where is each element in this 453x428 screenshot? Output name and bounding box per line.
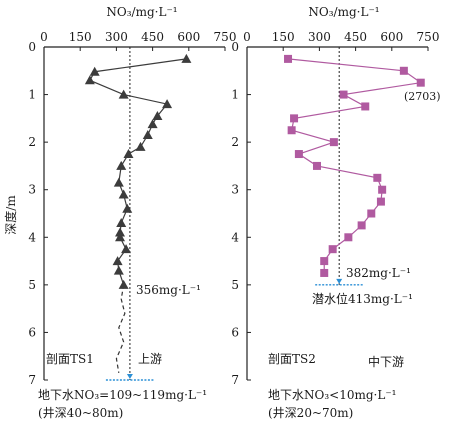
y-tick-label-ts2: 5	[231, 278, 239, 292]
x-axis-title-ts2: NO₃/mg·L⁻¹	[308, 5, 379, 19]
x-tick-label-ts2: 300	[308, 30, 331, 44]
data-point-triangle-ts1	[89, 66, 100, 76]
y-tick-label-ts2: 2	[231, 135, 239, 149]
y-tick-label-ts2: 1	[231, 88, 239, 102]
y-tick-label-ts2: 0	[231, 40, 239, 54]
x-tick-label-ts2: 750	[417, 30, 440, 44]
data-point-square-ts2	[320, 268, 329, 277]
data-point-triangle-ts1	[84, 75, 95, 85]
data-point-triangle-ts1	[122, 203, 133, 213]
data-line-ts2	[287, 58, 423, 273]
data-point-square-ts2	[373, 173, 382, 182]
extrapolated-line-ts1	[115, 284, 126, 373]
x-tick-label-ts1: 300	[105, 30, 128, 44]
y-tick-label-ts1: 3	[28, 183, 36, 197]
location-label-ts2: 中下游	[368, 354, 404, 369]
data-line-ts1	[89, 58, 187, 286]
data-point-square-ts2	[376, 197, 385, 206]
data-point-square-ts2	[367, 209, 376, 218]
reference-label-ts1: 356mg·L⁻¹	[136, 283, 201, 297]
y-tick-label-ts2: 3	[231, 183, 239, 197]
x-tick-label-ts2: 450	[344, 30, 367, 44]
series-ts1	[84, 53, 192, 373]
y-tick-label-ts2: 4	[231, 230, 239, 244]
data-point-square-ts2	[290, 114, 299, 123]
x-tick-label-ts2: 600	[380, 30, 403, 44]
water-table-marker-ts1	[126, 374, 133, 379]
well-depth-note-ts2: (井深20~70m)	[268, 406, 353, 420]
location-label-ts1: 上游	[138, 352, 162, 366]
y-tick-label-ts1: 5	[28, 278, 36, 292]
x-tick-label-ts1: 0	[40, 30, 48, 44]
x-tick-label-ts1: 150	[69, 30, 92, 44]
reference-line-ts2	[315, 47, 364, 286]
y-axis-title: 深度/m	[3, 195, 18, 235]
x-tick-label-ts2: 0	[243, 30, 251, 44]
data-point-square-ts2	[416, 78, 425, 87]
data-point-triangle-ts1	[118, 189, 129, 199]
panel-label-ts2: 剖面TS2	[268, 352, 316, 366]
outlier-label-ts2: (2703)	[404, 90, 441, 103]
water-table-marker-ts2	[336, 278, 343, 284]
data-point-square-ts2	[328, 245, 337, 254]
chart-panel-ts2: NO₃/mg·L⁻¹ 0 150 300 450 600 750 0 1 2 3 4 5 6 7 (270…	[231, 5, 440, 420]
data-point-square-ts2	[294, 150, 303, 159]
x-tick-label-ts2: 150	[272, 30, 295, 44]
well-depth-note-ts1: (井深40~80m)	[38, 406, 123, 420]
data-point-square-ts2	[284, 54, 293, 63]
y-tick-label-ts1: 0	[28, 40, 36, 54]
data-point-square-ts2	[339, 90, 348, 99]
data-point-square-ts2	[344, 233, 353, 242]
groundwater-note-ts2: 地下水NO₃<10mg·L⁻¹	[268, 388, 396, 402]
data-point-square-ts2	[361, 102, 370, 111]
data-point-square-ts2	[312, 161, 321, 170]
y-tick-label-ts2: 6	[231, 325, 239, 339]
y-tick-label-ts1: 1	[28, 88, 36, 102]
data-point-triangle-ts1	[112, 256, 123, 266]
data-point-triangle-ts1	[123, 149, 134, 159]
data-point-triangle-ts1	[113, 265, 124, 275]
data-point-triangle-ts1	[118, 89, 129, 99]
axes-ts2: 0 150 300 450 600 750 0 1 2 3 4 5 6 7	[231, 30, 439, 387]
groundwater-note-ts1: 地下水NO₃=109~119mg·L⁻¹	[38, 388, 207, 402]
data-point-triangle-ts1	[147, 119, 158, 129]
data-point-triangle-ts1	[118, 279, 129, 289]
series-ts2	[284, 54, 425, 277]
reference-label-ts2: 382mg·L⁻¹	[346, 266, 411, 280]
data-point-triangle-ts1	[181, 53, 192, 63]
data-point-triangle-ts1	[135, 141, 146, 151]
panel-label-ts1: 剖面TS1	[46, 352, 94, 366]
data-point-triangle-ts1	[116, 160, 127, 170]
y-tick-label-ts1: 2	[28, 135, 36, 149]
data-point-triangle-ts1	[121, 244, 132, 254]
data-point-triangle-ts1	[115, 232, 126, 242]
data-point-triangle-ts1	[152, 110, 163, 120]
x-tick-label-ts1: 450	[141, 30, 164, 44]
data-point-triangle-ts1	[142, 130, 153, 140]
x-axis-title-ts1: NO₃/mg·L⁻¹	[106, 5, 177, 19]
y-tick-label-ts1: 4	[28, 230, 36, 244]
data-point-square-ts2	[329, 138, 338, 147]
data-point-triangle-ts1	[162, 99, 173, 109]
data-point-square-ts2	[320, 257, 329, 266]
data-point-triangle-ts1	[116, 218, 127, 228]
y-tick-label-ts1: 6	[28, 325, 36, 339]
data-point-square-ts2	[287, 126, 296, 135]
reference-line-ts1	[105, 47, 154, 381]
y-tick-label-ts1: 7	[28, 373, 36, 387]
data-point-triangle-ts1	[115, 227, 126, 237]
data-point-triangle-ts1	[113, 177, 124, 187]
y-tick-label-ts2: 7	[231, 373, 239, 387]
data-point-square-ts2	[378, 185, 387, 194]
x-tick-label-ts1: 600	[177, 30, 200, 44]
water-table-label-ts2: 潜水位413mg·L⁻¹	[312, 291, 413, 306]
data-point-square-ts2	[399, 66, 408, 75]
x-tick-label-ts1: 750	[214, 30, 237, 44]
data-point-square-ts2	[357, 221, 366, 230]
